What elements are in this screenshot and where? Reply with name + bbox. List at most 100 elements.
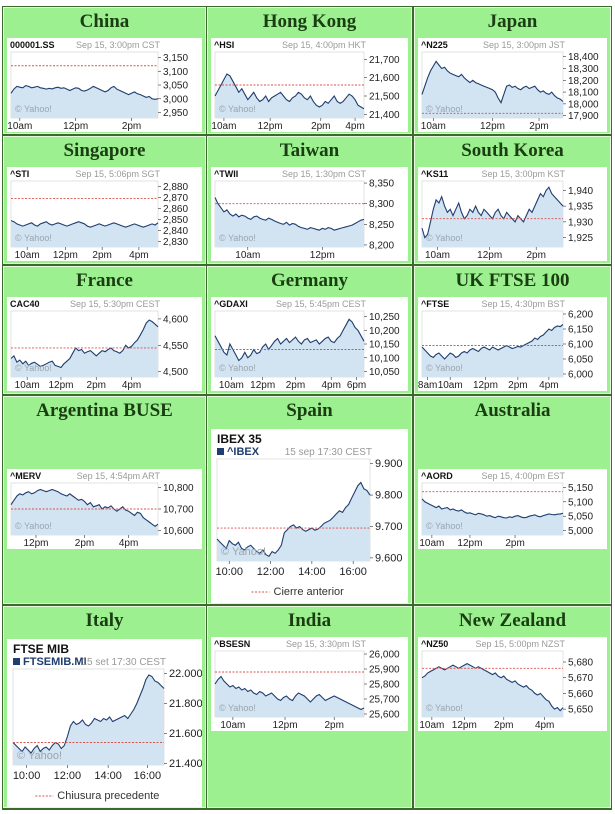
chart-italy[interactable]: FTSE MIB FTSEMIB.MI 15 set 17:30 CEST 22.00… — [7, 639, 202, 807]
market-cell-italy: Italy FTSE MIB FTSEMIB.MI 15 set 17:30 CEST… — [3, 606, 206, 808]
x-tick-label: 10am — [220, 720, 245, 731]
yahoo-watermark: © Yahoo! — [15, 104, 52, 114]
x-tick-label: 2pm — [505, 538, 524, 549]
market-cell-singapore: Singapore ^STI Sep 15, 5:06pm SGT 2,880 2,87… — [3, 136, 206, 264]
y-tick-label: 21,500 — [369, 92, 400, 103]
chart-uk-ftse-100[interactable]: ^FTSE Sep 15, 4:30pm BST 6,200 6,150 6,100 6,… — [418, 297, 607, 391]
chart-timestamp: Sep 15, 3:30pm IST — [286, 639, 367, 649]
chart-symbol: ^KS11 — [421, 169, 448, 179]
x-tick-label: 10am — [425, 250, 450, 261]
chart-timestamp: 15 set 17:30 CEST — [82, 657, 167, 668]
y-tick-label: 5,100 — [568, 497, 593, 508]
y-tick-label: 10,600 — [163, 526, 194, 537]
series-line — [421, 498, 564, 519]
chart-timestamp: Sep 15, 4:00pm EST — [481, 471, 565, 481]
chart-australia[interactable]: ^AORD Sep 15, 4:00pm EST 5,150 5,100 5,050 5,… — [418, 469, 607, 549]
series-area — [422, 324, 563, 377]
y-tick-label: 4,500 — [163, 367, 188, 378]
chart-symbol: ^FTSE — [421, 299, 449, 309]
chart-spain[interactable]: IBEX 35 ^IBEX 15 sep 17:30 CEST 9.900 9.800 9… — [211, 429, 408, 603]
y-tick-label: 25,900 — [369, 665, 400, 676]
chart-singapore[interactable]: ^STI Sep 15, 5:06pm SGT 2,880 2,870 2,860 2,8… — [7, 167, 202, 261]
y-tick-label: 5,660 — [568, 689, 593, 700]
x-tick-label: 12pm — [273, 720, 298, 731]
chart-china[interactable]: 000001.SS Sep 15, 3:00pm CST 3,150 3,100 3,0… — [7, 38, 202, 132]
chart-france[interactable]: CAC40 Sep 15, 5:30pm CEST 4,600 4,550 4,500 1… — [7, 297, 202, 391]
y-tick-label: 1,940 — [568, 186, 593, 197]
series-area — [11, 85, 158, 118]
y-tick-label: 21,400 — [369, 110, 400, 121]
x-tick-label: 2pm — [75, 538, 94, 549]
yahoo-watermark: © Yahoo! — [219, 363, 256, 373]
x-tick-label: 12pm — [63, 121, 88, 132]
series-area — [422, 187, 563, 247]
y-tick-label: 21.600 — [169, 728, 202, 740]
chart-taiwan[interactable]: ^TWII Sep 15, 1:30pm CST 8,350 8,300 8,250 8,… — [211, 167, 408, 261]
market-title: Spain — [286, 400, 333, 421]
y-tick-label: 18,100 — [568, 88, 599, 99]
x-tick-label: 2pm — [286, 380, 305, 391]
market-title: China — [79, 11, 130, 32]
market-grid: China 000001.SS Sep 15, 3:00pm CST 3,150 3,1… — [2, 6, 612, 810]
x-tick-label: 12pm — [258, 121, 283, 132]
x-tick-label: 4pm — [539, 380, 558, 391]
x-tick-label: 2pm — [122, 121, 141, 132]
y-tick-label: 2,950 — [163, 108, 188, 119]
y-tick-label: 2,830 — [163, 237, 188, 248]
y-tick-label: 21.400 — [169, 758, 202, 770]
chart-argentina-buse[interactable]: ^MERV Sep 15, 4:54pm ART 10,800 10,700 10,60… — [7, 469, 202, 549]
y-tick-label: 5,050 — [568, 512, 593, 523]
chart-symbol: ^GDAXI — [214, 299, 248, 309]
y-tick-label: 2,860 — [163, 204, 188, 215]
chart-timestamp: Sep 15, 4:00pm HKT — [282, 40, 367, 50]
market-title: Hong Kong — [262, 11, 357, 32]
y-tick-label: 2,880 — [163, 182, 188, 193]
market-title: Singapore — [63, 140, 146, 161]
chart-japan[interactable]: ^N225 Sep 15, 3:00pm JST 18,400 18,300 18,20… — [418, 38, 607, 132]
market-title: New Zealand — [458, 610, 567, 631]
y-tick-label: 21,600 — [369, 73, 400, 84]
series-line — [10, 84, 159, 100]
y-tick-label: 10,050 — [369, 367, 400, 378]
chart-india[interactable]: ^BSESN Sep 15, 3:30pm IST 26,000 25,900 25,8… — [211, 637, 408, 731]
y-tick-label: 6,100 — [568, 340, 593, 351]
y-tick-label: 18,300 — [568, 64, 599, 75]
yahoo-watermark: © Yahoo! — [426, 521, 463, 531]
series-area — [11, 489, 158, 535]
x-tick-label: 10am — [421, 121, 446, 132]
market-title: India — [287, 610, 332, 631]
series-line — [421, 662, 564, 712]
chart-hong-kong[interactable]: ^HSI Sep 15, 4:00pm HKT 21,700 21,600 21,500… — [211, 38, 408, 132]
market-cell-japan: Japan ^N225 Sep 15, 3:00pm JST 18,400 18,300… — [414, 7, 611, 134]
y-tick-label: 10,250 — [369, 312, 400, 323]
y-tick-label: 5,150 — [568, 483, 593, 494]
yahoo-watermark: © Yahoo! — [426, 363, 463, 373]
chart-new-zealand[interactable]: ^NZ50 Sep 15, 5:00pm NZST 5,680 5,670 5,660 5… — [418, 637, 607, 731]
chart-timestamp: Sep 15, 1:30pm CST — [282, 169, 367, 179]
x-tick-label: 8am — [418, 380, 437, 391]
y-tick-label: 9.900 — [375, 458, 403, 470]
x-tick-label: 10:00 — [215, 566, 243, 578]
chart-south-korea[interactable]: ^KS11 Sep 15, 3:00pm KST 1,940 1,935 1,930 1,… — [418, 167, 607, 261]
x-tick-label: 12pm — [480, 121, 505, 132]
x-tick-label: 16:00 — [134, 770, 162, 782]
chart-germany[interactable]: ^GDAXI Sep 15, 5:45pm CEST 10,250 10,200 10,… — [211, 297, 408, 391]
chart-symbol: FTSEMIB.MI — [23, 656, 87, 668]
market-cell-new-zealand: New Zealand ^NZ50 Sep 15, 5:00pm NZST 5,680… — [414, 606, 611, 808]
chart-symbol: ^MERV — [10, 471, 41, 481]
y-tick-label: 9.600 — [375, 552, 403, 564]
series-area — [11, 220, 158, 247]
y-tick-label: 3,100 — [163, 67, 188, 78]
x-tick-label: 12pm — [477, 250, 502, 261]
chart-title: IBEX 35 — [217, 432, 262, 446]
x-tick-label: 12pm — [53, 250, 78, 261]
x-tick-label: 2pm — [529, 121, 548, 132]
y-tick-label: 22.000 — [169, 668, 202, 680]
x-tick-label: 4pm — [122, 380, 141, 391]
series-line — [214, 318, 365, 362]
